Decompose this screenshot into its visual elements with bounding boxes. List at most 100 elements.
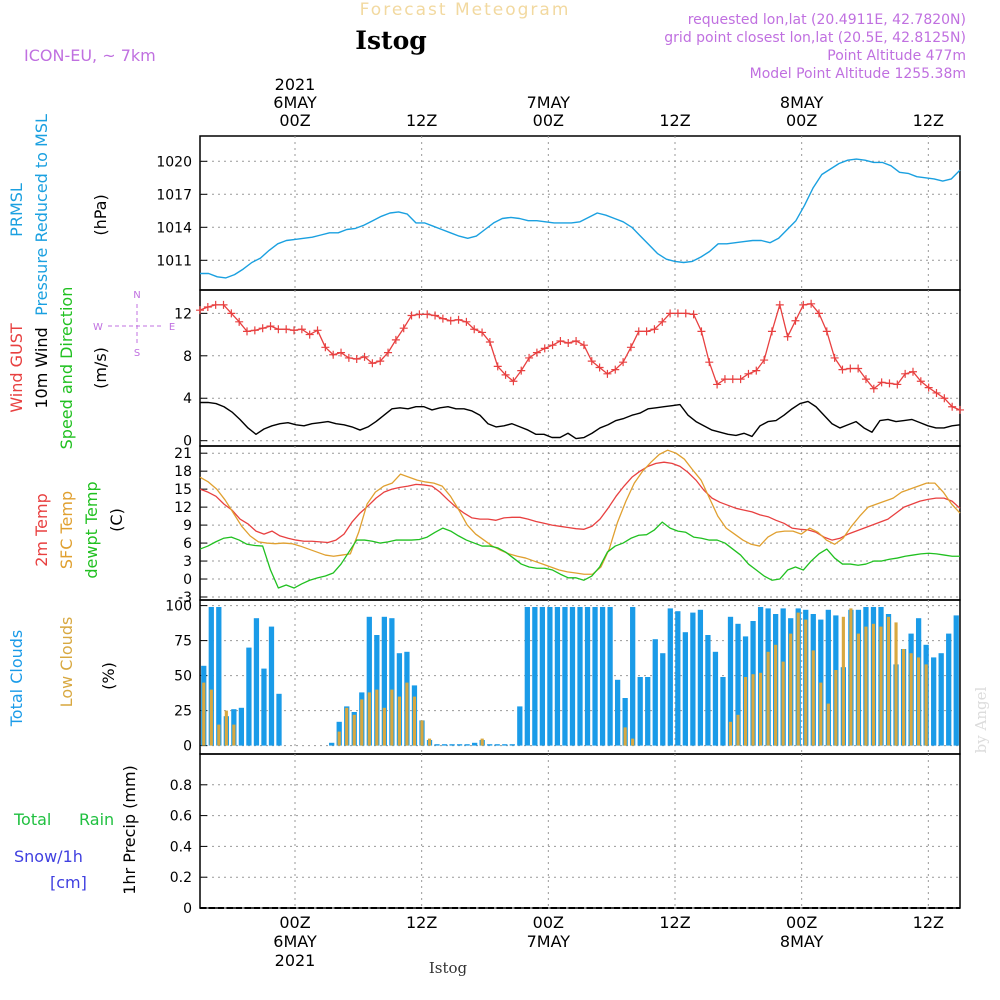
low-cloud-bar [917,657,921,746]
precip-panel: 0 0.2 0.4 0.6 0.8 [170,753,961,917]
gust-marker [384,348,393,357]
total-cloud-bar [652,639,658,746]
gust-marker [689,310,698,319]
total-cloud-bar [599,607,606,746]
wind-speed-line [200,400,961,440]
cloud-panel: 0 25 50 75 100 [165,599,961,755]
total-cloud-bar [456,744,463,746]
low-cloud-bar [209,689,213,746]
gust-marker [478,328,487,337]
total-cloud-bar [381,616,387,746]
gust-marker [705,358,714,367]
gust-marker [854,364,863,373]
compass-east: E [169,322,175,333]
precip-ytick-label: 0.8 [170,778,192,794]
low-cloud-bar [766,651,770,746]
cloud-ytick-label: 0 [183,739,192,755]
low-cloud-bar [224,710,228,746]
temp-label-dewpt: dewpt Temp [82,481,101,578]
low-cloud-bar [796,612,800,746]
pressure-ytick-label: 1011 [156,253,192,269]
temperature-panel: -3 0 3 6 9 12 15 18 21 [174,445,961,606]
precip-axis-label: 1hr Precip (mm) [120,765,139,895]
gust-marker [924,383,933,392]
header: Forecast Meteogram Istog ICON-EU, ~ 7km … [24,0,990,977]
gust-marker [391,335,400,344]
total-cloud-bar [660,653,666,746]
bottom-time-label: 00Z [279,913,310,932]
top-time-label: 12Z [913,111,944,130]
gust-marker [901,369,910,378]
low-cloud-bar [232,724,236,746]
gust-marker [462,317,471,326]
precip-ytick-label: 0.6 [170,809,192,825]
wind-label-10m: 10m Wind [32,327,51,408]
cloud-unit-label: (%) [99,662,118,690]
total-cloud-bar [577,607,583,746]
total-cloud-bar [637,677,643,746]
total-cloud-bar [825,609,831,746]
total-cloud-bar [938,653,944,746]
gust-marker [196,306,204,315]
total-cloud-bar [569,607,576,746]
total-cloud-bar [532,607,538,746]
gust-marker [752,366,761,375]
wind-ytick-label: 12 [174,306,192,322]
gust-marker [321,343,330,352]
low-cloud-bar [367,692,371,746]
model-label: ICON-EU, ~ 7km [24,46,156,65]
temp-ytick-label: 9 [183,518,192,534]
total-cloud-bar [727,616,734,746]
precip-ytick-label: 0.4 [170,839,192,855]
low-cloud-bar [743,677,748,746]
total-cloud-bar [253,618,260,746]
bottom-station-label: Istog [429,959,468,977]
bottom-date-label: 8MAY [780,932,824,951]
total-cloud-bar [216,607,222,746]
top-date-label: 8MAY [780,93,824,112]
temp-ytick-label: 15 [174,482,192,498]
total-cloud-bar [276,693,282,746]
top-time-label: 00Z [533,111,564,130]
gust-marker [525,353,534,362]
bottom-time-label: 12Z [406,913,437,932]
watermark: by Angel [972,686,990,753]
low-cloud-bar [420,720,424,746]
gust-marker [634,327,643,336]
gust-marker [423,310,432,319]
gust-marker [446,316,455,325]
top-time-label: 00Z [279,111,310,130]
low-cloud-bar [390,689,394,746]
low-cloud-bar [894,622,898,746]
low-cloud-bar [397,696,401,746]
top-time-label: 00Z [786,111,817,130]
temp-frame [199,445,961,601]
gust-marker [713,380,722,389]
gust-marker [211,300,220,309]
gust-marker [564,339,573,348]
gust-marker [595,363,604,372]
station-name: Istog [355,26,426,55]
cloud-label-low: Low Clouds [57,617,76,708]
low-cloud-bar [834,670,838,746]
low-cloud-bar [623,727,627,746]
gust-marker [869,384,878,393]
total-cloud-bar [472,742,478,746]
total-cloud-bar [562,607,568,746]
gust-marker [501,370,510,379]
gust-marker [877,378,886,387]
low-cloud-bar [774,644,778,746]
gust-marker [305,330,314,339]
low-cloud-bar [337,731,341,746]
gust-marker [885,379,894,388]
total-cloud-bar [675,611,681,746]
low-cloud-bar [759,672,763,746]
gust-marker [454,315,463,324]
total-cloud-bar [208,607,214,746]
gust-marker [243,327,252,336]
gust-marker [728,375,737,384]
total-cloud-bar [539,607,546,746]
low-cloud-bar [804,619,808,746]
gust-marker [932,388,941,397]
low-cloud-bar [789,633,793,746]
